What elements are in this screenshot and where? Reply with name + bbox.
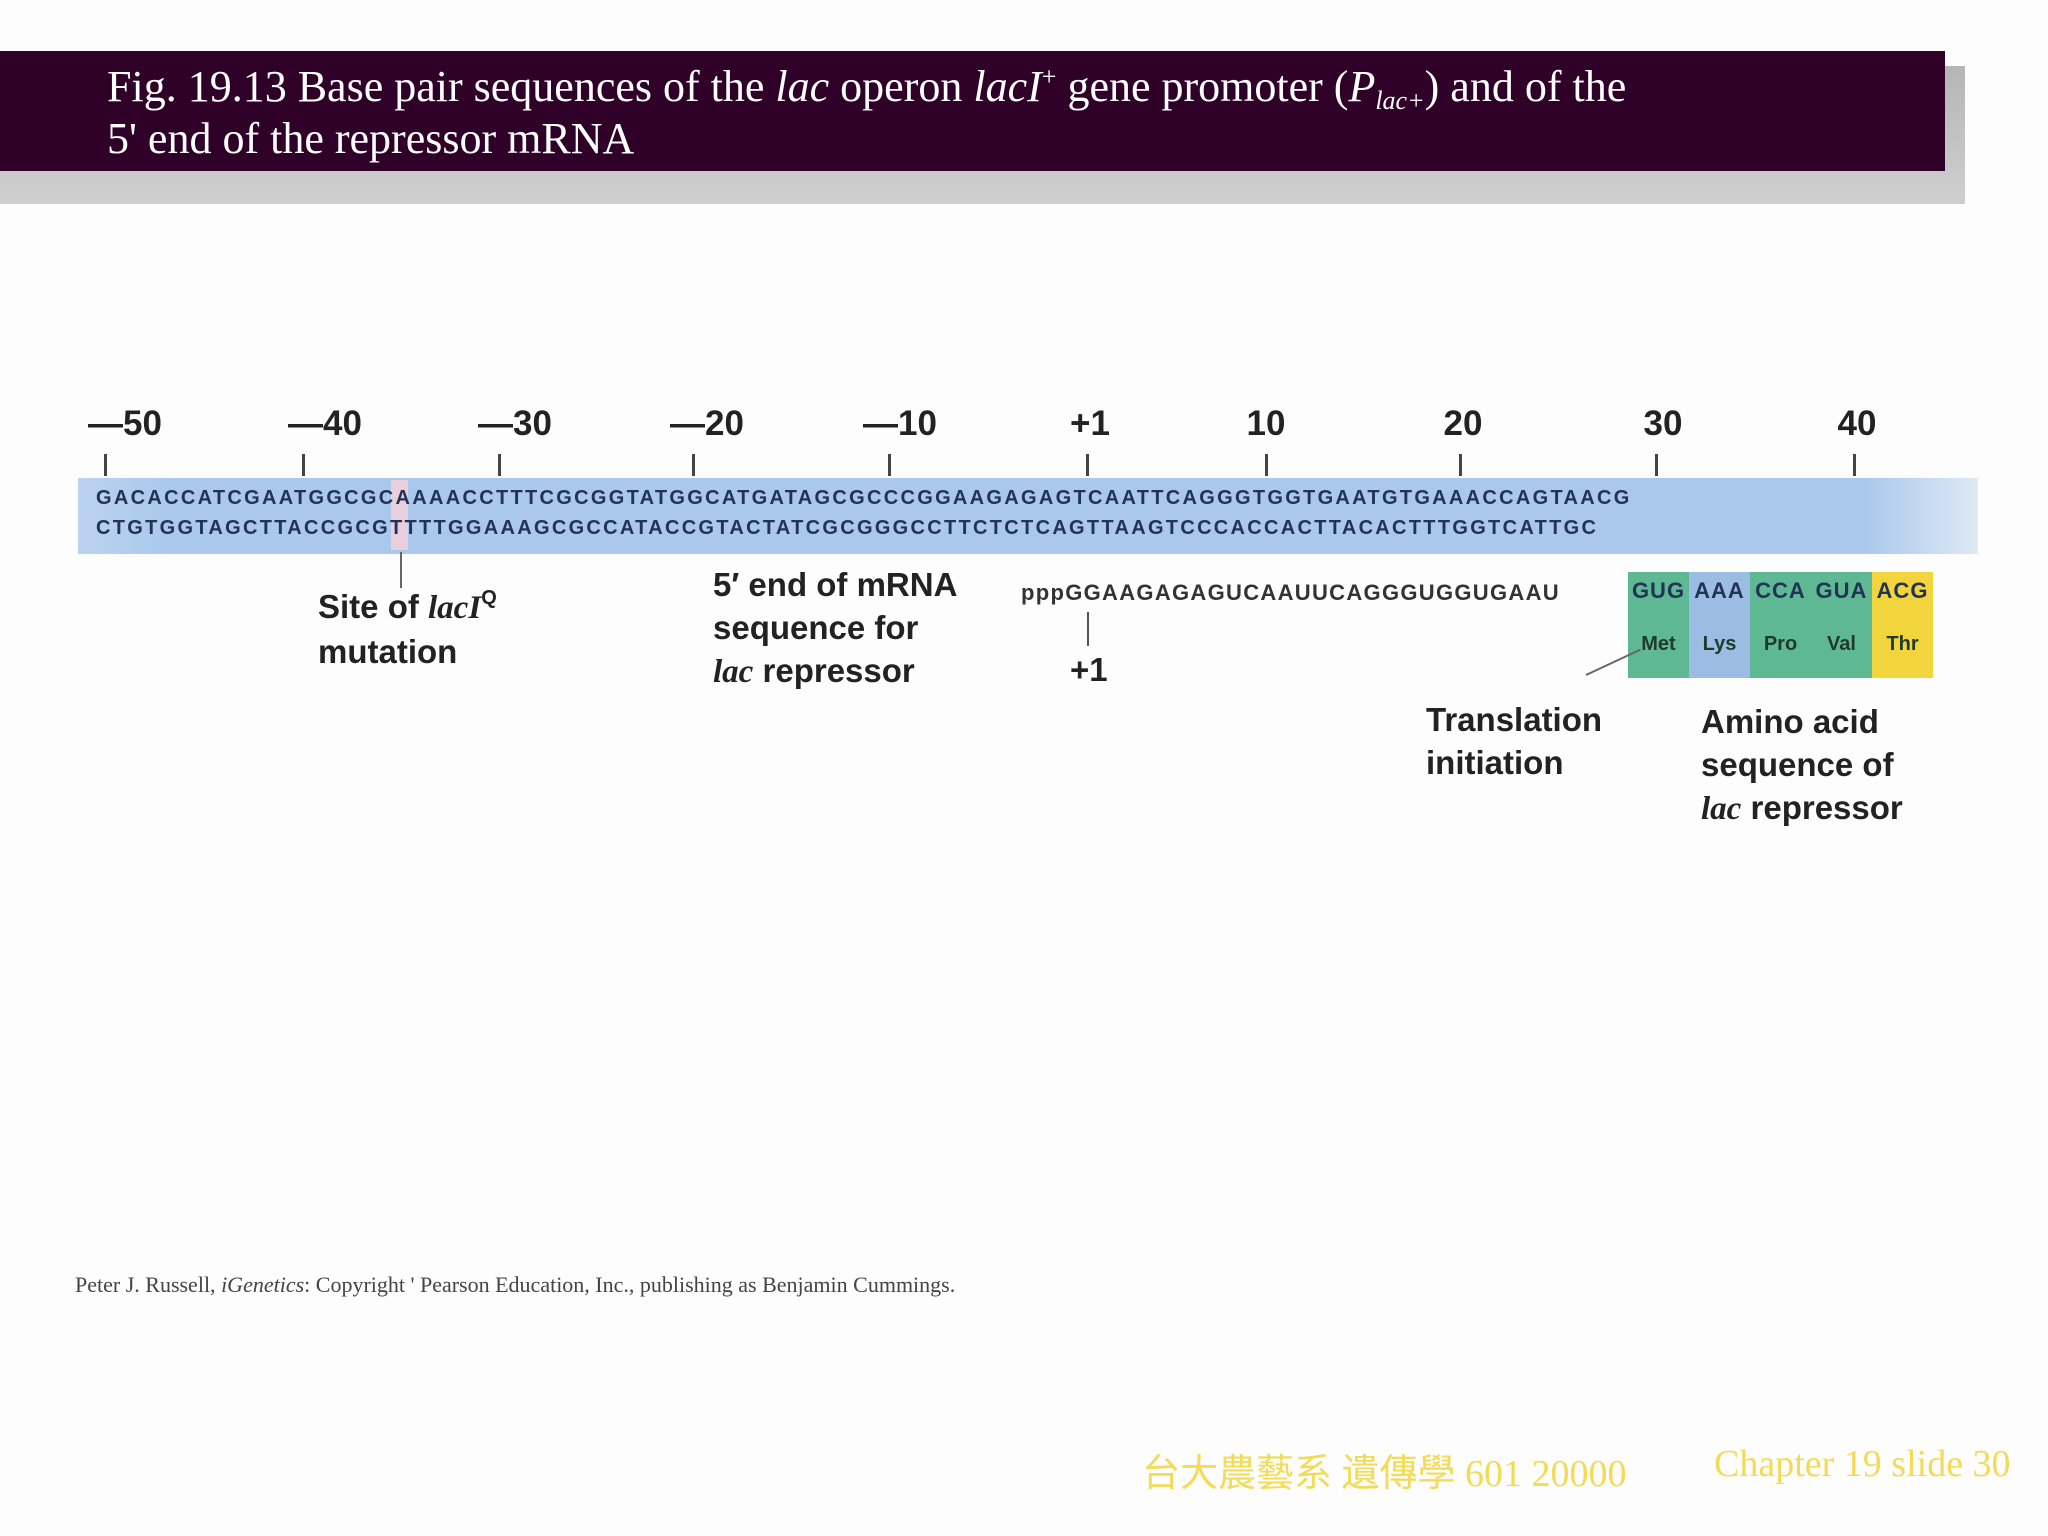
credit-text: : Copyright ' Pearson Education, Inc., p… xyxy=(304,1272,956,1297)
mutation-site-label: Site of lacIQ mutation xyxy=(318,585,497,673)
position-label: —30 xyxy=(478,404,552,443)
translation-label-line-2: initiation xyxy=(1426,744,1564,781)
position-tick xyxy=(1853,454,1856,476)
title-promoter-p: P xyxy=(1348,62,1376,111)
position-tick xyxy=(692,454,695,476)
dna-top-strand: GACACCATCGAATGGCGCAAAACCTTTCGCGGTATGGCAT… xyxy=(96,487,1632,509)
mutation-label-line-1: Site of lacIQ xyxy=(318,585,497,630)
title-line-2: 5' end of the repressor mRNA xyxy=(107,114,635,163)
title-lac: lac xyxy=(775,62,830,111)
figure-credit: Peter J. Russell, iGenetics: Copyright '… xyxy=(75,1272,955,1298)
amino-acid-text: Val xyxy=(1827,632,1856,655)
mrna-start-pointer xyxy=(1087,612,1089,646)
amino-label-line-3: lac repressor xyxy=(1701,786,1903,831)
position-label: 20 xyxy=(1443,404,1483,443)
codon-text: GUG xyxy=(1631,578,1686,603)
amino-acid-text: Thr xyxy=(1886,632,1919,655)
position-label: —10 xyxy=(863,404,937,443)
codon-text: CCA xyxy=(1755,578,1806,603)
position-label: +1 xyxy=(1070,404,1110,443)
amino-acid-label: Amino acid sequence of lac repressor xyxy=(1701,700,1903,831)
codon-box: GUA Val xyxy=(1811,572,1872,678)
mrna-start-label: +1 xyxy=(1070,651,1108,688)
dna-bottom-strand: CTGTGGTAGCTTACCGCGTTTTGGAAAGCGCCATACCGTA… xyxy=(96,517,1599,539)
position-tick xyxy=(104,454,107,476)
mrna-label: 5′ end of mRNA sequence for lac represso… xyxy=(713,563,957,694)
mrna-label-line-3: lac repressor xyxy=(713,649,957,694)
amino-acid-text: Lys xyxy=(1702,632,1737,655)
position-label: —50 xyxy=(88,404,162,443)
position-tick xyxy=(498,454,501,476)
mrna-sequence: pppGGAAGAGAGUCAAUUCAGGGUGGUGAAU xyxy=(1021,580,1560,605)
codon-box: ACG Thr xyxy=(1872,572,1933,678)
title-text: Fig. 19.13 Base pair sequences of the xyxy=(107,62,776,111)
position-tick xyxy=(888,454,891,476)
title-line-1: Fig. 19.13 Base pair sequences of the la… xyxy=(107,61,1907,115)
gene-superscript: Q xyxy=(481,587,497,609)
position-tick xyxy=(1086,454,1089,476)
title-banner xyxy=(0,51,1945,171)
label-text: repressor xyxy=(753,652,915,689)
slide-title: Fig. 19.13 Base pair sequences of the la… xyxy=(107,61,1907,165)
title-text: operon xyxy=(829,62,974,111)
position-label: 30 xyxy=(1643,404,1683,443)
label-text: repressor xyxy=(1741,789,1903,826)
title-laci-superscript: + xyxy=(1041,62,1057,91)
amino-label-line-2: sequence of xyxy=(1701,746,1894,783)
amino-acid-text: Met xyxy=(1641,632,1676,655)
title-text: ) and of the xyxy=(1424,62,1627,111)
slide-number: Chapter 19 slide 30 xyxy=(1714,1443,2011,1485)
position-tick xyxy=(302,454,305,476)
credit-book: iGenetics xyxy=(221,1272,305,1297)
codon-text: GUA xyxy=(1815,578,1868,603)
title-promoter-subscript: lac+ xyxy=(1375,86,1425,115)
mutation-label-line-2: mutation xyxy=(318,633,458,670)
label-text: Site of xyxy=(318,588,429,625)
position-label: 10 xyxy=(1246,404,1286,443)
codon-box: GUG Met xyxy=(1628,572,1689,678)
mrna-label-line-2: sequence for xyxy=(713,609,919,646)
codon-text: AAA xyxy=(1694,578,1745,603)
translation-label-line-1: Translation xyxy=(1426,701,1603,738)
codon-text: ACG xyxy=(1876,578,1929,603)
translation-initiation-label: Translation initiation xyxy=(1426,698,1602,784)
codon-box: CCA Pro xyxy=(1750,572,1811,678)
gene-name: lacI xyxy=(428,590,482,626)
position-tick xyxy=(1265,454,1268,476)
credit-text: Peter J. Russell, xyxy=(75,1272,222,1297)
mutation-pointer-line xyxy=(400,552,402,588)
position-label: —20 xyxy=(670,404,744,443)
position-tick xyxy=(1655,454,1658,476)
position-tick xyxy=(1459,454,1462,476)
gene-name: lac xyxy=(1701,791,1742,827)
mutation-site-highlight xyxy=(391,480,408,550)
position-label: 40 xyxy=(1837,404,1877,443)
course-footer: 台大農藝系 遺傳學 601 20000 xyxy=(1142,1453,1627,1495)
amino-acid-text: Pro xyxy=(1763,632,1798,655)
title-laci: lacI xyxy=(973,62,1042,111)
gene-name: lac xyxy=(713,654,754,690)
codon-box: AAA Lys xyxy=(1689,572,1750,678)
mrna-label-line-1: 5′ end of mRNA xyxy=(713,566,958,603)
amino-label-line-1: Amino acid xyxy=(1701,703,1879,740)
position-label: —40 xyxy=(288,404,362,443)
title-text: gene promoter ( xyxy=(1056,62,1349,111)
